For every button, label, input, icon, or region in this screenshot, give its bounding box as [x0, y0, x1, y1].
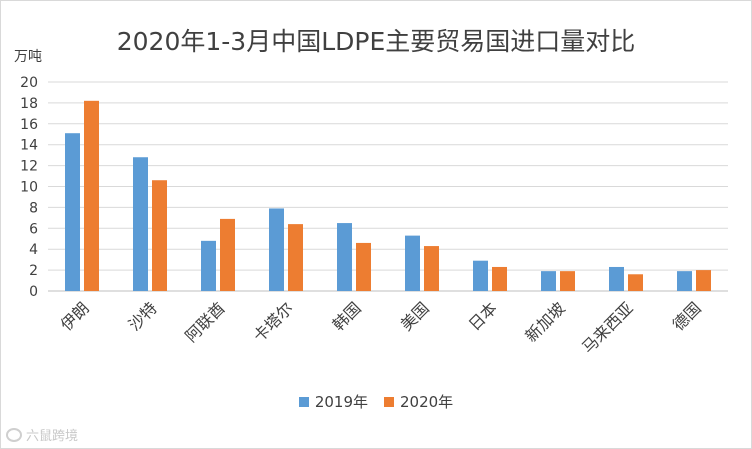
- bar: [492, 266, 507, 291]
- legend-swatch: [298, 396, 309, 407]
- y-tick-label: 20: [20, 75, 38, 91]
- x-tick-label: 韩国: [329, 298, 365, 334]
- bar: [696, 270, 711, 291]
- y-axis-unit-label: 万吨: [14, 49, 42, 65]
- bars: [65, 100, 711, 291]
- watermark: 六鼠跨境: [6, 425, 78, 444]
- legend-item: 2020年: [384, 391, 453, 412]
- y-axis-tick-labels: 0 2 4 6 8 10 12 14 16 18 20: [20, 75, 38, 300]
- bar: [201, 240, 216, 291]
- y-tick-label: 2: [29, 263, 38, 279]
- logo-icon: [6, 427, 22, 442]
- y-tick-label: 8: [29, 200, 38, 216]
- x-axis-tick-labels: 伊朗 沙特 阿联酋 卡塔尔 韩国 美国 日本 新加坡 马来西亚 德国: [57, 298, 705, 357]
- x-tick-label: 美国: [397, 298, 433, 334]
- bar: [609, 266, 624, 291]
- x-tick-label: 新加坡: [521, 298, 568, 345]
- y-tick-label: 4: [29, 242, 38, 258]
- y-tick-label: 12: [20, 159, 38, 175]
- legend-item: 2019年: [298, 391, 368, 412]
- bar: [220, 218, 235, 291]
- bar: [84, 100, 99, 291]
- bar: [473, 260, 488, 291]
- x-tick-label: 阿联酋: [181, 298, 228, 345]
- y-tick-label: 16: [20, 117, 38, 133]
- y-tick-label: 14: [20, 138, 38, 154]
- bar: [337, 223, 352, 291]
- bar: [288, 224, 303, 291]
- bar: [65, 133, 80, 291]
- bar: [133, 157, 148, 291]
- bar: [628, 274, 643, 291]
- bar: [269, 208, 284, 291]
- bar: [677, 271, 692, 291]
- y-tick-label: 0: [29, 284, 38, 300]
- gridlines: [48, 81, 728, 292]
- x-tick-label: 伊朗: [57, 298, 93, 334]
- x-tick-label: 马来西亚: [578, 298, 637, 357]
- legend-swatch: [384, 396, 394, 407]
- watermark-text: 六鼠跨境: [26, 429, 79, 444]
- bar: [560, 271, 575, 291]
- bar: [356, 242, 371, 291]
- x-tick-label: 沙特: [125, 298, 161, 334]
- bar: [424, 246, 439, 291]
- x-tick-label: 日本: [465, 298, 501, 334]
- bar: [405, 235, 420, 291]
- x-tick-label: 卡塔尔: [249, 298, 296, 345]
- chart-title: 2020年1-3月中国LDPE主要贸易国进口量对比: [116, 27, 636, 56]
- y-tick-label: 18: [20, 96, 38, 112]
- y-tick-label: 6: [29, 221, 38, 237]
- bar: [152, 180, 167, 291]
- legend: 2019年 2020年: [0, 391, 752, 412]
- legend-label: 2020年: [400, 393, 454, 411]
- y-tick-label: 10: [20, 180, 38, 196]
- x-tick-label: 德国: [669, 298, 705, 334]
- legend-label: 2019年: [314, 393, 368, 411]
- bar: [541, 271, 556, 291]
